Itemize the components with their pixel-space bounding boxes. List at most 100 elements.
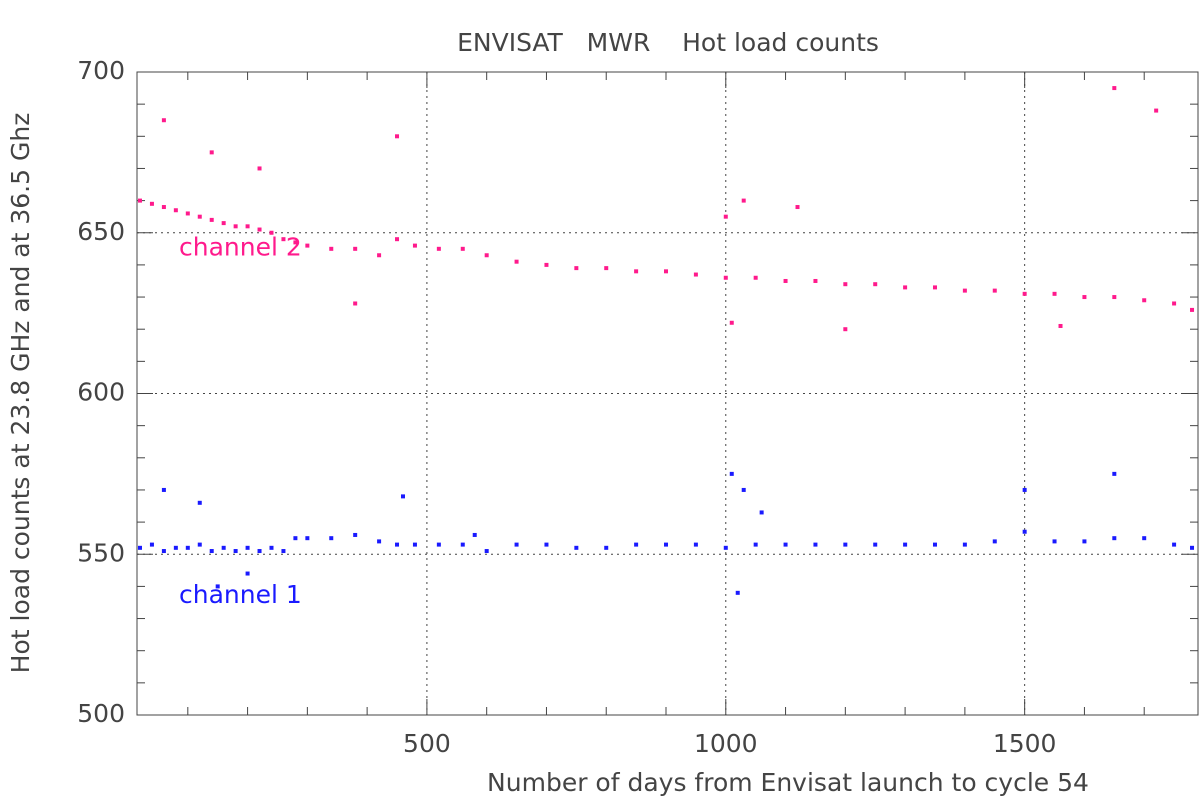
data-point — [460, 246, 465, 251]
data-point — [281, 237, 286, 242]
data-point — [137, 545, 142, 550]
data-point — [173, 208, 178, 213]
data-point — [992, 539, 997, 544]
data-point — [293, 240, 298, 245]
data-point — [395, 134, 400, 139]
data-point — [1112, 86, 1117, 91]
data-point — [1022, 487, 1027, 492]
data-point — [843, 542, 848, 547]
data-point — [149, 542, 154, 547]
data-point — [783, 542, 788, 547]
data-point — [173, 545, 178, 550]
data-point — [932, 542, 937, 547]
data-point — [962, 288, 967, 293]
data-point — [544, 262, 549, 267]
data-point — [693, 542, 698, 547]
data-point — [161, 118, 166, 123]
data-point — [723, 545, 728, 550]
data-point — [1052, 291, 1057, 296]
data-point — [257, 227, 262, 232]
y-tick-label: 700 — [77, 56, 125, 85]
chart-title: ENVISAT MWR Hot load counts — [457, 28, 879, 57]
data-point — [813, 278, 818, 283]
data-point — [329, 246, 334, 251]
data-point — [395, 237, 400, 242]
data-point — [903, 542, 908, 547]
data-point — [1052, 539, 1057, 544]
data-point — [1112, 536, 1117, 541]
data-point — [664, 269, 669, 274]
data-point — [604, 266, 609, 271]
data-point — [604, 545, 609, 550]
data-point — [185, 545, 190, 550]
series-label: channel 1 — [179, 580, 302, 609]
data-point — [197, 542, 202, 547]
data-point — [843, 327, 848, 332]
data-point — [329, 536, 334, 541]
data-point — [1058, 323, 1063, 328]
data-point — [484, 549, 489, 554]
data-point — [257, 166, 262, 171]
data-point — [185, 211, 190, 216]
data-point — [1112, 295, 1117, 300]
data-point — [753, 275, 758, 280]
data-point — [1154, 108, 1159, 113]
x-tick-label: 500 — [403, 729, 451, 758]
data-point — [741, 198, 746, 203]
data-point — [634, 542, 639, 547]
data-point — [1022, 291, 1027, 296]
data-point — [1190, 545, 1195, 550]
data-point — [1142, 298, 1147, 303]
data-point — [1112, 471, 1117, 476]
y-tick-label: 550 — [77, 538, 125, 567]
data-point — [903, 285, 908, 290]
data-point — [783, 278, 788, 283]
y-tick-label: 600 — [77, 378, 125, 407]
data-point — [873, 542, 878, 547]
data-point — [735, 590, 740, 595]
data-point — [161, 205, 166, 210]
data-point — [992, 288, 997, 293]
data-point — [759, 510, 764, 515]
data-point — [209, 217, 214, 222]
data-point — [377, 539, 382, 544]
data-point — [269, 545, 274, 550]
data-point — [514, 259, 519, 264]
data-point — [305, 536, 310, 541]
data-point — [664, 542, 669, 547]
data-point — [353, 301, 358, 306]
data-point — [269, 230, 274, 235]
data-point — [353, 246, 358, 251]
data-point — [1190, 307, 1195, 312]
series-label: channel 2 — [179, 233, 302, 262]
data-point — [377, 253, 382, 258]
y-tick-label: 500 — [77, 699, 125, 728]
data-point — [161, 549, 166, 554]
data-point — [932, 285, 937, 290]
data-point — [436, 542, 441, 547]
data-point — [412, 542, 417, 547]
data-point — [962, 542, 967, 547]
data-point — [245, 224, 250, 229]
data-point — [233, 224, 238, 229]
data-point — [1022, 529, 1027, 534]
data-point — [245, 545, 250, 550]
data-point — [281, 549, 286, 554]
x-tick-label: 1000 — [694, 729, 758, 758]
data-point — [149, 201, 154, 206]
x-tick-label: 1500 — [993, 729, 1057, 758]
data-point — [514, 542, 519, 547]
data-point — [353, 532, 358, 537]
data-point — [221, 545, 226, 550]
data-point — [395, 542, 400, 547]
data-point — [729, 471, 734, 476]
data-point — [723, 275, 728, 280]
data-point — [257, 549, 262, 554]
data-point — [209, 150, 214, 155]
data-point — [574, 545, 579, 550]
y-axis-label: Hot load counts at 23.8 GHz and at 36.5 … — [6, 113, 35, 674]
data-point — [741, 487, 746, 492]
data-point — [161, 487, 166, 492]
x-axis-label: Number of days from Envisat launch to cy… — [487, 768, 1089, 797]
data-point — [293, 536, 298, 541]
